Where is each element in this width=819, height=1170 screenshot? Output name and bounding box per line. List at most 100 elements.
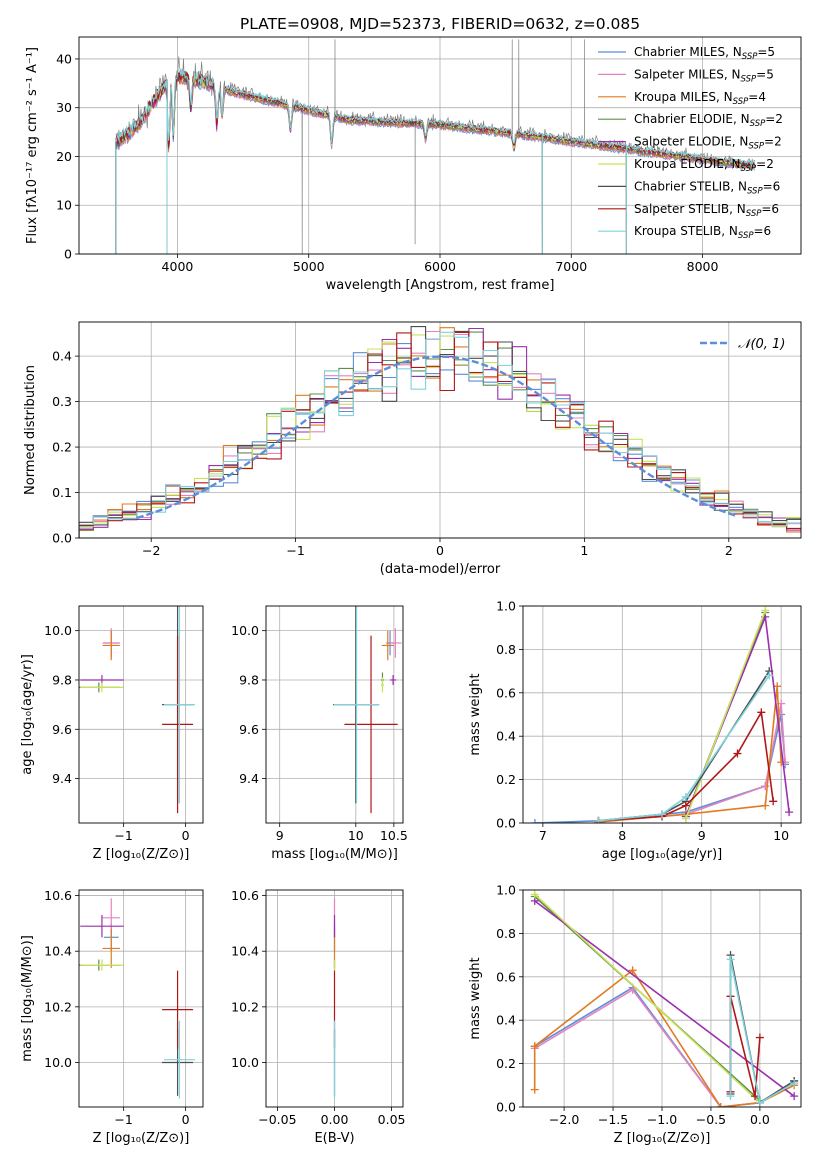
x-tick-label: 4000 xyxy=(162,259,194,274)
axes-frame xyxy=(78,889,204,1108)
point-kroupa-miles xyxy=(102,630,120,661)
x-tick-label: 10 xyxy=(348,828,364,843)
axes-frame xyxy=(522,605,802,824)
y-tick-label: 1.0 xyxy=(496,883,516,898)
plot-area xyxy=(79,326,801,538)
legend-entry-salpeter-miles: Salpeter MILES, NSSP=5 xyxy=(634,67,774,84)
x-tick-label: 10.5 xyxy=(380,828,408,843)
x-axis-label: Z [log₁₀(Z/Z⊙)] xyxy=(93,1131,190,1146)
series-marker xyxy=(594,816,603,823)
y-tick-label: 0.0 xyxy=(496,816,516,831)
y-tick-label: 9.6 xyxy=(239,722,259,737)
y-tick-label: 10.6 xyxy=(44,888,72,903)
y-tick-label: 0 xyxy=(64,247,72,262)
panel-residuals: −2 −1 0 1 2 0.0 0.1 0.2 0.3 0.4 (data-model)/error… xyxy=(23,321,802,577)
series-marker xyxy=(628,985,637,994)
series-marker xyxy=(790,1092,799,1101)
series-line xyxy=(534,714,786,823)
axes-frame xyxy=(78,605,204,824)
series-marker xyxy=(681,801,690,810)
y-tick-label: 20 xyxy=(56,149,72,164)
y-tick-label: 0.2 xyxy=(496,772,516,787)
series-marker xyxy=(755,1033,764,1042)
series-marker xyxy=(733,749,742,758)
series-line xyxy=(598,709,774,822)
series-marker xyxy=(785,808,794,817)
panel-age_vs_mass: 9 10 10.5 9.4 9.6 9.8 10.0 mass [log₁₀(M/M⊙)] xyxy=(231,605,408,862)
spectrum-model-kroupa-stelib xyxy=(115,68,755,254)
y-tick-label: 10.2 xyxy=(231,999,259,1014)
series-marker xyxy=(750,1092,759,1101)
point-salpeter-elodie xyxy=(80,915,124,938)
x-tick-label: 0.05 xyxy=(378,1112,406,1127)
series-marker xyxy=(790,1079,799,1088)
y-tick-label: 40 xyxy=(56,51,72,66)
series-marker xyxy=(726,1092,735,1101)
x-tick-label: −0.05 xyxy=(258,1112,296,1127)
axes-frame xyxy=(522,889,802,1108)
series-marker xyxy=(628,966,637,975)
y-tick-label: 0.3 xyxy=(52,394,72,409)
legend-entry-kroupa-stelib: Kroupa STELIB, NSSP=6 xyxy=(634,224,771,241)
x-tick-label: 0.00 xyxy=(321,1112,349,1127)
series-marker xyxy=(716,1103,725,1107)
point-kroupa-stelib xyxy=(333,606,380,804)
y-tick-label: 10.0 xyxy=(44,1055,72,1070)
legend-entry-chabrier-miles: Chabrier MILES, NSSP=5 xyxy=(634,45,775,62)
point-kroupa-stelib xyxy=(163,1020,195,1099)
y-tick-label: 0.6 xyxy=(496,685,516,700)
series-chabrier-stelib xyxy=(594,667,774,823)
series-marker xyxy=(658,810,666,819)
series-chabrier-stelib xyxy=(726,951,799,1107)
x-tick-label: −1 xyxy=(114,828,132,843)
series-line xyxy=(685,610,767,819)
series-marker xyxy=(530,1085,539,1094)
legend-entry-chabrier-stelib: Chabrier STELIB, NSSP=6 xyxy=(634,179,780,196)
legend-entry-normal: 𝒩(0, 1) xyxy=(738,337,785,352)
series-marker xyxy=(757,708,766,717)
y-tick-label: 10.0 xyxy=(44,623,72,638)
x-tick-label: 9 xyxy=(698,828,706,843)
y-tick-label: 10.4 xyxy=(231,944,259,959)
x-tick-label: 0 xyxy=(182,1112,190,1127)
axes-frame xyxy=(78,36,802,255)
y-axis-label: Normed distribution xyxy=(23,365,38,495)
y-axis-label: Flux [fλ10⁻¹⁷ erg cm⁻² s⁻¹ A⁻¹] xyxy=(25,47,40,244)
series-chabrier-miles xyxy=(530,710,790,823)
series-marker xyxy=(765,671,774,680)
x-tick-label: 8000 xyxy=(687,259,719,274)
axes-frame xyxy=(265,605,404,824)
x-tick-label: 9 xyxy=(276,828,284,843)
point-salpeter-elodie xyxy=(390,675,397,685)
x-tick-label: −2.0 xyxy=(549,1112,579,1127)
legend-entry-kroupa-miles: Kroupa MILES, NSSP=4 xyxy=(634,90,766,107)
x-tick-label: 1 xyxy=(580,543,588,558)
series-marker xyxy=(769,797,778,806)
legend-entry-salpeter-elodie: Salpeter ELODIE, NSSP=2 xyxy=(634,135,782,152)
y-tick-label: 0.0 xyxy=(52,531,72,546)
x-tick-label: 7000 xyxy=(555,259,587,274)
y-tick-label: 0.8 xyxy=(496,926,516,941)
x-tick-label: −0.5 xyxy=(696,1112,726,1127)
x-tick-label: 6000 xyxy=(424,259,456,274)
series-line xyxy=(729,959,795,1104)
y-tick-label: 0.4 xyxy=(496,729,516,744)
point-salpeter-miles xyxy=(389,628,402,658)
x-axis-label: (data-model)/error xyxy=(380,562,501,577)
y-tick-label: 9.8 xyxy=(239,672,259,687)
x-tick-label: −1.0 xyxy=(647,1112,677,1127)
panel-mass_vs_ebv: −0.05 0.00 0.05 10.0 10.2 10.4 10.6 E(B-V) xyxy=(231,888,405,1146)
legend-entry-chabrier-elodie: Chabrier ELODIE, NSSP=2 xyxy=(634,112,783,129)
x-tick-label: 5000 xyxy=(293,259,325,274)
x-tick-label: 0 xyxy=(436,543,444,558)
panel-weight_vs_age: 7 8 9 10 0.0 0.2 0.4 0.6 0.8 1.0 age [log₁₀(age/yr… xyxy=(468,599,802,862)
plot-area xyxy=(530,606,794,823)
x-axis-label: E(B-V) xyxy=(314,1131,354,1146)
y-axis-label: mass weight xyxy=(468,673,483,755)
point-kroupa-elodie xyxy=(80,682,124,693)
point-kroupa-miles xyxy=(102,928,120,968)
normal-curve xyxy=(136,355,737,520)
series-marker xyxy=(761,606,770,615)
y-tick-label: 0.8 xyxy=(496,642,516,657)
